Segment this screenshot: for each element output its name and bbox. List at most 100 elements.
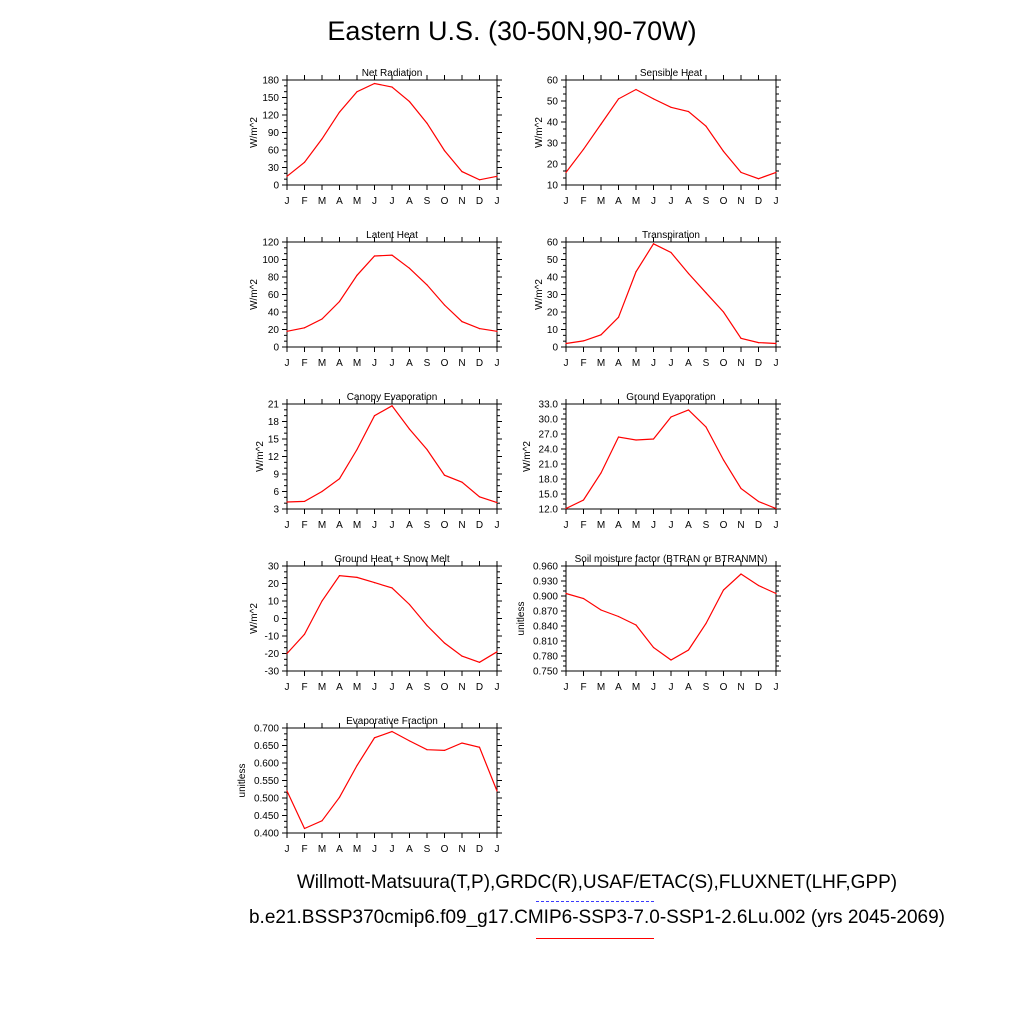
y-tick-label: 120: [262, 111, 279, 122]
data-point: [722, 459, 725, 461]
y-tick-label: 0: [273, 343, 279, 354]
series-line: [565, 243, 777, 345]
data-point: [565, 342, 567, 345]
data-point: [443, 642, 446, 644]
data-point: [321, 138, 323, 140]
x-tick-label: M: [597, 682, 605, 693]
data-point: [757, 584, 760, 587]
data-point: [635, 624, 637, 626]
data-point: [687, 649, 690, 651]
data-point: [496, 330, 498, 332]
series-line: [286, 574, 498, 663]
x-tick-label: M: [353, 358, 361, 369]
y-tick-label: 15.0: [539, 490, 559, 501]
data-point: [443, 749, 446, 752]
data-point: [670, 659, 672, 661]
y-tick-label: 0.600: [254, 759, 279, 770]
x-tick-label: O: [720, 520, 728, 531]
x-tick-label: J: [285, 844, 290, 855]
y-tick-label: 0.810: [533, 637, 558, 648]
panel-title: Ground Heat + Snow Melt: [334, 554, 450, 565]
data-point: [670, 416, 672, 418]
x-tick-label: A: [406, 358, 413, 369]
panel-title: Ground Evaporation: [626, 392, 716, 403]
y-tick-label: 0.700: [254, 724, 279, 735]
data-point: [426, 284, 428, 286]
data-point: [705, 125, 707, 127]
panel-title: Soil moisture factor (BTRAN or BTRANMN): [575, 554, 768, 565]
x-tick-label: A: [615, 520, 622, 531]
panel-title: Canopy Evaporation: [347, 392, 438, 403]
data-point: [408, 100, 411, 103]
y-tick-label: 0.780: [533, 652, 558, 663]
x-tick-label: O: [441, 358, 449, 369]
x-tick-label: F: [580, 358, 586, 369]
data-point: [670, 106, 672, 108]
x-tick-label: A: [336, 682, 343, 693]
data-point: [757, 500, 760, 503]
x-tick-label: N: [458, 682, 465, 693]
data-point: [496, 790, 498, 792]
series-line: [286, 82, 498, 181]
data-point: [338, 111, 341, 113]
y-tick-label: 10: [547, 181, 559, 192]
y-tick-label: 50: [547, 255, 559, 266]
data-point: [286, 501, 288, 503]
plot-frame: [565, 79, 777, 186]
data-point: [705, 292, 707, 294]
data-point: [652, 98, 655, 100]
y-axis-label: W/m^2: [249, 603, 260, 634]
x-tick-label: J: [651, 682, 656, 693]
x-tick-label: O: [720, 682, 728, 693]
data-point: [705, 622, 707, 625]
data-point: [373, 82, 376, 85]
x-tick-label: J: [774, 682, 779, 693]
data-point: [426, 122, 428, 124]
x-tick-label: J: [495, 682, 500, 693]
x-tick-label: M: [353, 844, 361, 855]
x-tick-label: M: [632, 196, 640, 207]
plot-frame: [286, 241, 498, 348]
x-tick-label: A: [406, 682, 413, 693]
y-tick-label: 21.0: [539, 460, 559, 471]
y-tick-label: 40: [547, 118, 559, 129]
data-point: [496, 651, 498, 653]
y-tick-label: 30: [547, 290, 559, 301]
series-line: [565, 88, 777, 180]
data-point: [687, 110, 690, 113]
data-point: [321, 318, 323, 320]
observation-legend-line: [536, 901, 654, 902]
data-point: [443, 474, 446, 476]
x-tick-label: F: [301, 358, 307, 369]
y-axis-label: unitless: [516, 602, 527, 636]
x-tick-label: J: [669, 358, 674, 369]
y-tick-label: 0.450: [254, 811, 279, 822]
x-tick-label: J: [390, 196, 395, 207]
y-tick-label: 60: [547, 238, 559, 249]
x-tick-label: J: [774, 358, 779, 369]
data-point: [443, 304, 446, 306]
plot-frame: [565, 403, 777, 510]
data-point: [478, 328, 481, 330]
y-tick-label: -10: [265, 632, 280, 643]
panel-title: Latent Heat: [366, 230, 418, 241]
y-tick-label: -20: [265, 649, 280, 660]
y-tick-label: 12.0: [539, 505, 559, 516]
y-tick-label: 60: [268, 146, 280, 157]
data-point: [303, 827, 306, 830]
x-tick-label: M: [353, 520, 361, 531]
x-tick-label: M: [318, 844, 326, 855]
data-point: [565, 592, 567, 595]
y-tick-label: 30: [268, 163, 280, 174]
x-tick-label: A: [685, 520, 692, 531]
data-point: [461, 170, 463, 173]
x-tick-label: F: [580, 682, 586, 693]
x-tick-label: D: [476, 844, 483, 855]
x-tick-label: J: [669, 682, 674, 693]
data-point: [321, 490, 323, 493]
data-point: [443, 149, 446, 152]
y-tick-label: 0.750: [533, 667, 558, 678]
y-tick-label: 0.650: [254, 741, 279, 752]
y-tick-label: 30: [547, 139, 559, 150]
y-tick-label: 0.840: [533, 622, 558, 633]
